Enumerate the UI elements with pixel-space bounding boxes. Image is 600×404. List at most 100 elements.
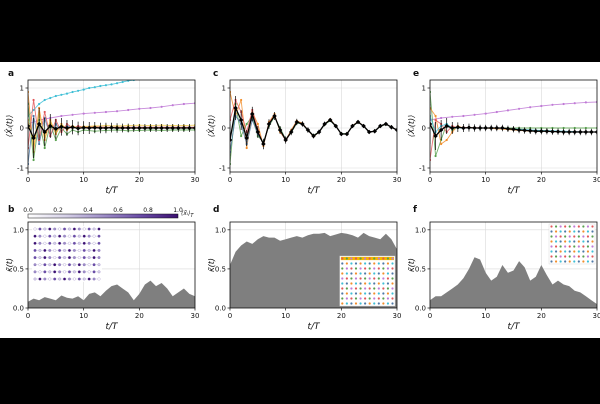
- lattice-site: [577, 240, 580, 243]
- plot-area: [230, 90, 397, 166]
- lattice-site: [359, 282, 362, 285]
- data-point: [434, 118, 437, 122]
- mean-point: [48, 123, 53, 129]
- lattice-site: [87, 263, 91, 267]
- lattice-site: [586, 245, 590, 248]
- lattice-site: [97, 270, 101, 274]
- colorbar-gradient: [27, 213, 179, 219]
- lattice-site: [72, 263, 76, 267]
- series-mean: [28, 102, 195, 158]
- panel-label: b: [8, 205, 15, 215]
- data-point: [182, 102, 185, 106]
- lattice-site: [350, 287, 353, 290]
- lattice-site: [350, 277, 353, 280]
- lattice-site: [554, 235, 558, 238]
- lattice-site: [354, 262, 358, 265]
- y-tick-label: 0.0: [215, 305, 226, 313]
- lattice-site: [586, 225, 590, 228]
- lattice-site: [345, 272, 348, 275]
- lattice-site: [364, 302, 367, 305]
- lattice-site: [591, 245, 594, 248]
- data-point: [138, 107, 141, 110]
- lattice-site: [564, 260, 567, 263]
- lattice-site: [63, 249, 66, 252]
- lattice-site: [58, 227, 62, 231]
- data-point: [115, 82, 119, 85]
- lattice-site: [92, 234, 96, 238]
- mean-point: [92, 125, 98, 130]
- lattice-site: [550, 235, 553, 238]
- y-axis-label: ⟨X̂ᵢ(t)⟩: [4, 115, 14, 138]
- lattice-site: [345, 297, 348, 300]
- lattice-site: [58, 234, 62, 238]
- mean-point: [511, 126, 516, 132]
- lattice-site: [391, 267, 394, 270]
- lattice-site: [368, 257, 371, 260]
- lattice-site: [368, 272, 371, 275]
- data-point: [434, 114, 437, 118]
- lattice-site: [554, 225, 558, 228]
- lattice-site: [559, 240, 562, 243]
- data-point: [110, 83, 113, 86]
- lattice-site: [568, 260, 571, 263]
- axes-frame: [27, 221, 196, 309]
- lattice-site: [77, 256, 81, 259]
- lattice-site: [341, 267, 344, 270]
- lattice-site: [573, 240, 576, 243]
- lattice-site: [350, 262, 353, 265]
- x-tick-label: 10: [281, 176, 290, 184]
- lattice-site: [568, 225, 571, 228]
- lattice-site: [53, 234, 57, 238]
- lattice-site: [354, 292, 358, 295]
- lattice-site: [68, 256, 71, 259]
- x-tick-label: 20: [337, 312, 346, 320]
- lattice-site: [382, 257, 385, 260]
- lattice-site: [377, 262, 380, 265]
- lattice-site: [97, 241, 101, 245]
- lattice-site: [48, 263, 52, 267]
- lattice-site: [33, 256, 37, 259]
- x-tick-label: 20: [337, 176, 346, 184]
- lattice-site: [568, 235, 571, 238]
- lattice-site: [72, 256, 76, 259]
- data-point: [93, 111, 96, 114]
- lattice-site: [82, 277, 86, 281]
- panel-label: e: [413, 69, 419, 79]
- plot-area: [28, 80, 195, 166]
- lattice-site: [386, 292, 390, 295]
- lattice-site: [364, 267, 367, 270]
- lattice-site: [72, 241, 76, 245]
- lattice-site: [586, 230, 590, 233]
- lattice-site: [568, 230, 571, 233]
- lattice-site: [48, 249, 52, 252]
- lattice-site: [38, 256, 42, 259]
- lattice-site: [48, 234, 52, 238]
- lattice-site: [382, 267, 385, 270]
- lattice-site: [350, 292, 353, 295]
- lattice-site: [359, 302, 362, 305]
- lattice-site: [391, 292, 394, 295]
- lattice-site: [377, 287, 380, 290]
- lattice-site: [573, 225, 576, 228]
- y-axis-label: κ̃(t): [407, 258, 416, 272]
- lattice-site: [373, 287, 376, 290]
- lattice-site: [53, 256, 57, 259]
- lattice-site: [33, 249, 37, 252]
- lattice-site: [63, 277, 66, 281]
- lattice-site: [582, 260, 585, 263]
- lattice-site: [33, 263, 37, 267]
- panel-label: c: [213, 69, 218, 79]
- colorbar-tick: 0.2: [53, 207, 63, 214]
- lattice-site: [550, 230, 553, 233]
- lattice-site: [345, 267, 348, 270]
- lattice-site: [350, 297, 353, 300]
- lattice-site: [364, 282, 367, 285]
- data-point: [32, 158, 35, 162]
- lattice-site: [577, 235, 580, 238]
- lattice-site: [97, 263, 101, 267]
- lattice-site: [38, 241, 42, 245]
- lattice-site: [58, 270, 62, 274]
- data-point: [540, 104, 543, 108]
- panel-f: 0 10 20 30 0.0 0.5 1.0 t/T κ̃(t) f: [407, 205, 600, 332]
